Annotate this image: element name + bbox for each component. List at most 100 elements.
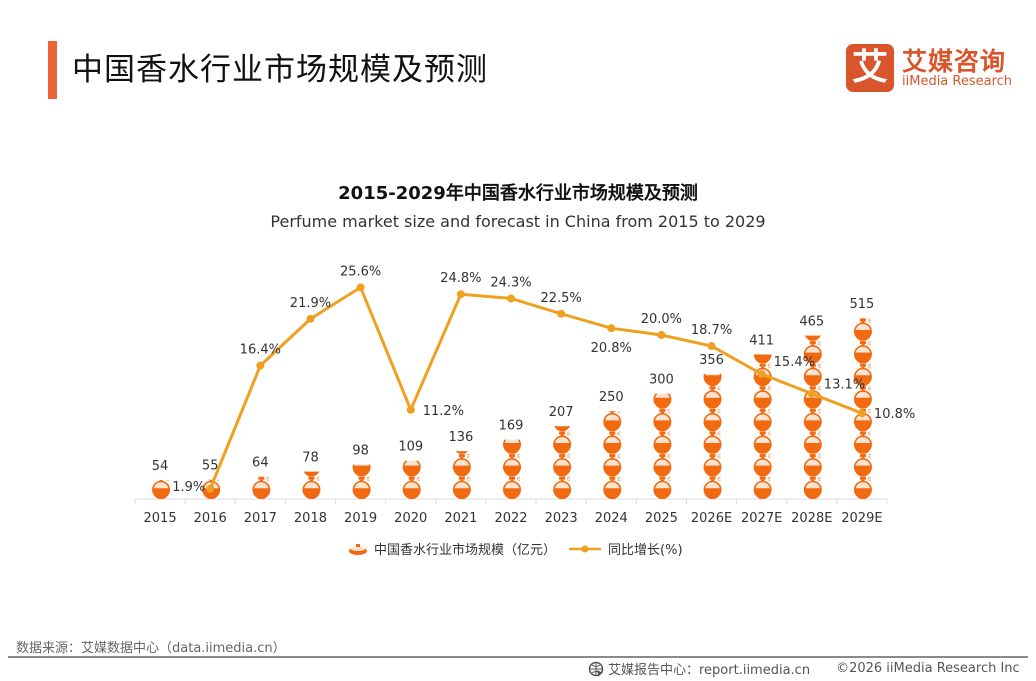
bar-2020 (402, 460, 421, 499)
x-tick-label: 2020 (394, 511, 427, 526)
growth-point (757, 370, 766, 379)
bar-2024 (603, 411, 622, 499)
legend-line-label: 同比增长(%) (608, 543, 683, 558)
x-tick-label: 2028E (791, 511, 832, 526)
x-tick-label: 2018 (294, 511, 327, 526)
perfume-bottle-icon (703, 386, 722, 409)
bar-2029E (853, 318, 872, 499)
growth-point (456, 290, 465, 299)
perfume-bottle-icon (803, 453, 822, 477)
chart-legend: 中国香水行业市场规模（亿元） 同比增长(%) (348, 539, 683, 558)
perfume-bottle-icon (603, 411, 622, 432)
growth-point (507, 294, 515, 303)
perfume-bottle-icon (352, 476, 371, 499)
perfume-bottle-icon (853, 431, 872, 454)
perfume-bottle-icon (603, 453, 622, 477)
bar-value-label: 465 (799, 315, 824, 330)
perfume-bottle-icon (753, 453, 772, 477)
perfume-bottle-icon (853, 453, 872, 477)
page-title: 中国香水行业市场规模及预测 (72, 52, 488, 88)
bar-value-label: 411 (749, 334, 774, 349)
growth-value-label: 10.8% (874, 407, 915, 422)
logo-english-name: iiMedia Research (902, 74, 1013, 89)
perfume-bottle-icon (452, 453, 471, 477)
iimedia-logo: 艾 艾媒咨询 iiMedia Research (846, 44, 1026, 94)
growth-point (807, 389, 816, 398)
perfume-bottle-icon (753, 476, 772, 499)
x-tick-label: 2021 (444, 511, 477, 526)
x-tick-label: 2026E (691, 511, 732, 526)
bar-value-label: 98 (352, 444, 369, 459)
perfume-bottle-icon (502, 439, 522, 454)
perfume-bottle-icon (653, 408, 672, 432)
copyright: ©2026 iiMedia Research Inc (836, 661, 1020, 676)
perfume-bottle-icon (302, 476, 321, 499)
legend-bar-label: 中国香水行业市场规模（亿元） (374, 543, 557, 558)
footer-divider (8, 656, 1028, 658)
perfume-bottle-icon (853, 476, 872, 499)
perfume-bottle-icon (653, 476, 672, 499)
bar-value-label: 55 (202, 459, 219, 474)
perfume-bottle-icon (553, 431, 572, 454)
growth-value-label: 24.3% (490, 275, 531, 290)
x-tick-label: 2025 (645, 511, 678, 526)
legend-perfume-icon (349, 543, 367, 555)
bar-2025 (653, 393, 672, 499)
data-source: 数据来源：艾媒数据中心（data.iimedia.cn） (16, 641, 286, 656)
perfume-bottle-icon (603, 431, 622, 454)
bar-2023 (553, 426, 572, 499)
perfume-bottle-icon (553, 476, 572, 499)
perfume-bottle-icon (703, 476, 722, 500)
bar-value-label: 78 (302, 451, 319, 466)
growth-point (206, 484, 215, 493)
perfume-bottle-icon (402, 476, 421, 499)
perfume-bottle-icon (502, 476, 522, 499)
growth-point (406, 405, 415, 414)
x-tick-label: 2022 (494, 511, 527, 526)
perfume-bottle-icon (853, 318, 872, 341)
logo-mark-icon: 艾 (846, 44, 894, 92)
perfume-bottle-icon (853, 340, 872, 364)
bar-value-label: 207 (549, 405, 574, 420)
perfume-bottle-icon (452, 476, 471, 499)
x-tick-label: 2019 (344, 511, 377, 526)
x-tick-label: 2023 (545, 511, 578, 526)
x-tick-label: 2029E (841, 511, 882, 526)
growth-point (857, 409, 866, 418)
growth-point (306, 314, 315, 323)
bar-2017 (252, 476, 271, 500)
bar-2026E (703, 373, 722, 500)
report-center-link[interactable]: 艾媒报告中心：report.iimedia.cn (608, 663, 811, 678)
perfume-bottle-icon (502, 453, 522, 477)
growth-point (607, 324, 616, 333)
footer: 艾媒报告中心：report.iimedia.cn ©2026 iiMedia R… (588, 659, 1020, 678)
bar-value-label: 64 (252, 456, 269, 471)
growth-point (707, 342, 716, 351)
perfume-bottle-icon (803, 431, 822, 454)
globe-icon (588, 661, 604, 677)
perfume-bottle-icon (653, 431, 672, 454)
growth-value-label: 11.2% (423, 404, 464, 419)
chart-title: 2015-2029年中国香水行业市场规模及预测 (338, 183, 698, 204)
growth-point (557, 309, 566, 318)
title-accent-bar (48, 41, 57, 99)
bar-2027E (753, 354, 772, 499)
growth-line (208, 285, 863, 490)
growth-point (356, 283, 365, 292)
bar-2019 (352, 464, 371, 499)
perfume-bottle-icon (703, 431, 722, 454)
growth-value-label: 1.9% (172, 480, 205, 495)
bar-value-label: 54 (152, 459, 169, 474)
legend-line-icon (569, 545, 602, 552)
bar-value-label: 356 (699, 353, 724, 368)
perfume-bottle-icon (703, 453, 722, 477)
growth-value-label: 20.8% (591, 341, 632, 356)
bar-2028E (803, 335, 822, 499)
perfume-bottle-icon (653, 393, 672, 409)
growth-point (657, 331, 666, 339)
perfume-bottle-icon (653, 453, 672, 477)
bar-2022 (502, 439, 522, 499)
x-tick-label: 2016 (194, 511, 227, 526)
bar-value-label: 169 (499, 419, 524, 434)
